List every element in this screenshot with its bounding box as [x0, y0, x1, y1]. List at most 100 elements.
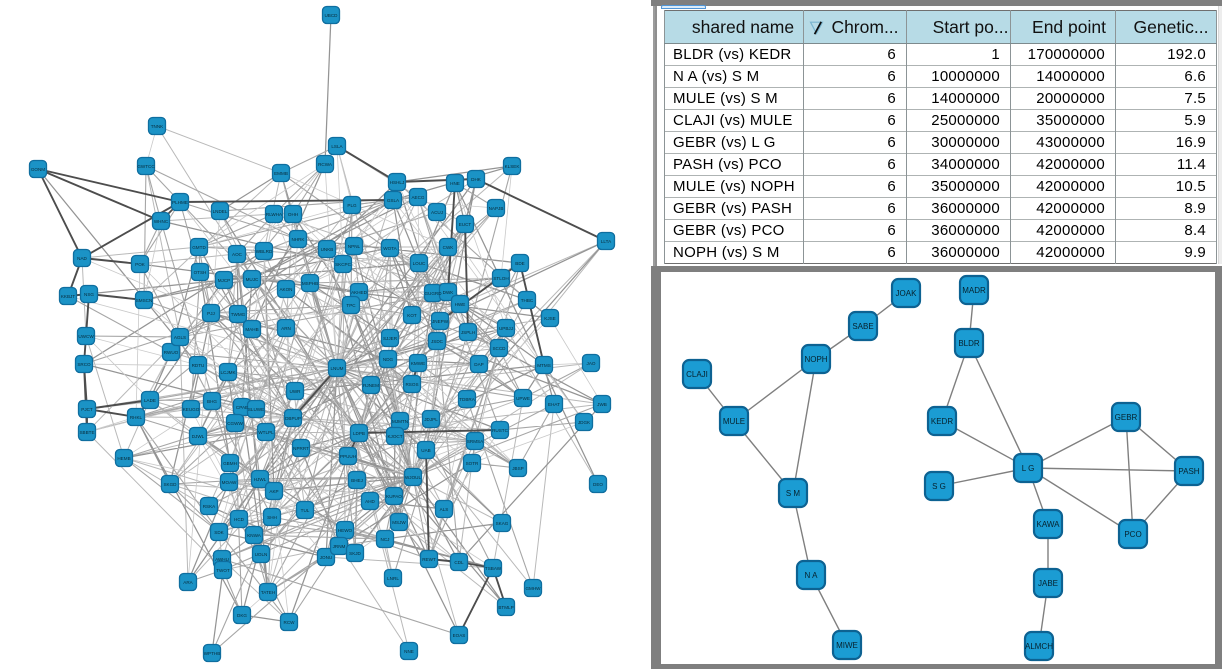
svg-text:HNE: HNE: [450, 181, 460, 186]
svg-text:BLDR: BLDR: [958, 339, 980, 348]
svg-text:TNNK: TNNK: [151, 124, 164, 129]
svg-text:HEMB: HEMB: [117, 456, 130, 461]
svg-text:MULE: MULE: [723, 417, 745, 426]
svg-text:JDJPL: JDJPL: [424, 417, 438, 422]
svg-text:SBBTE: SBBTE: [79, 430, 94, 435]
svg-text:JOAK: JOAK: [896, 289, 918, 298]
svg-text:NOPH: NOPH: [804, 355, 827, 364]
svg-text:THBC: THBC: [521, 298, 534, 303]
svg-text:JAO: JAO: [587, 361, 596, 366]
svg-text:SRMSA: SRMSA: [467, 439, 484, 444]
svg-text:NCJ: NCJ: [381, 537, 390, 542]
svg-text:UPBJJ: UPBJJ: [499, 326, 513, 331]
svg-text:RLWHA: RLWHA: [266, 212, 283, 217]
svg-text:NDG: NDG: [383, 357, 394, 362]
svg-text:TATEH: TATEH: [261, 590, 275, 595]
svg-text:JSDC: JSDC: [431, 339, 444, 344]
svg-text:UNKB: UNKB: [321, 247, 334, 252]
svg-text:N A: N A: [805, 571, 819, 580]
svg-text:EMMB: EMMB: [274, 171, 288, 176]
svg-text:UWR: UWR: [290, 389, 302, 394]
svg-text:MIWE: MIWE: [836, 641, 858, 650]
svg-text:GMTD: GMTD: [192, 245, 206, 250]
svg-text:EUCT: EUCT: [459, 222, 472, 227]
svg-text:HCD: HCD: [234, 517, 245, 522]
svg-text:AWHU: AWHU: [215, 557, 229, 562]
svg-text:LADE: LADE: [144, 398, 156, 403]
svg-text:RHKL: RHKL: [130, 415, 143, 420]
svg-text:NPNL: NPNL: [348, 244, 361, 249]
svg-text:MADR: MADR: [962, 286, 986, 295]
svg-text:LNDEL: LNDEL: [213, 209, 228, 214]
svg-text:KUPAO: KUPAO: [386, 494, 402, 499]
svg-text:BHG: BHG: [207, 399, 217, 404]
svg-text:OTSH: OTSH: [194, 270, 207, 275]
svg-text:RCW: RCW: [284, 620, 296, 625]
svg-text:LCJMK: LCJMK: [220, 370, 236, 375]
svg-text:JWB: JWB: [597, 402, 607, 407]
svg-text:RSKA: RSKA: [203, 504, 216, 509]
svg-text:DHK: DHK: [471, 177, 482, 182]
svg-text:CDL: CDL: [454, 560, 464, 565]
svg-text:WBLRD: WBLRD: [256, 249, 273, 254]
svg-text:S M: S M: [786, 489, 801, 498]
svg-text:WOTA: WOTA: [383, 246, 397, 251]
svg-text:GUGRD: GUGRD: [424, 291, 442, 296]
svg-text:PASH: PASH: [1178, 467, 1199, 476]
svg-text:DBPUP: DBPUP: [285, 416, 301, 421]
svg-text:SCCD: SCCD: [492, 346, 506, 351]
svg-text:EOAS: EOAS: [453, 633, 466, 638]
svg-text:KEDR: KEDR: [931, 417, 953, 426]
svg-text:LSLA: LSLA: [331, 144, 343, 149]
svg-text:MSJW: MSJW: [392, 520, 406, 525]
svg-text:DEO: DEO: [593, 482, 603, 487]
svg-text:HSHLJ: HSHLJ: [390, 180, 405, 185]
svg-text:MJCP: MJCP: [218, 278, 231, 283]
svg-text:MTMS: MTMS: [537, 363, 551, 368]
svg-text:KEUGO: KEUGO: [183, 407, 200, 412]
svg-text:MOAW: MOAW: [222, 480, 237, 485]
svg-text:AOC: AOC: [232, 252, 243, 257]
svg-text:PLHME: PLHME: [172, 200, 188, 205]
svg-text:AGLS: AGLS: [174, 335, 186, 340]
svg-text:KJOCT: KJOCT: [387, 434, 402, 439]
svg-text:WTLPL: WTLPL: [258, 430, 274, 435]
svg-text:SJJER: SJJER: [383, 336, 398, 341]
svg-text:JBSP: JBSP: [512, 466, 524, 471]
svg-text:NNE: NNE: [404, 649, 414, 654]
svg-text:ALMCH: ALMCH: [1025, 642, 1053, 651]
svg-text:UWCW: UWCW: [78, 334, 94, 339]
svg-text:ACUJ: ACUJ: [431, 210, 443, 215]
svg-text:S G: S G: [932, 482, 946, 491]
svg-text:UBCD: UBCD: [324, 13, 338, 18]
svg-text:SLUWE: SLUWE: [248, 407, 264, 412]
svg-text:GMHW: GMHW: [525, 586, 541, 591]
svg-text:LDPB: LDPB: [353, 431, 365, 436]
svg-text:UPWE: UPWE: [516, 396, 530, 401]
svg-text:REWT: REWT: [422, 557, 436, 562]
svg-text:TWOT: TWOT: [216, 568, 230, 573]
svg-text:AHD: AHD: [365, 499, 375, 504]
svg-text:LLTA: LLTA: [601, 239, 612, 244]
svg-text:TUL: TUL: [301, 508, 310, 513]
svg-text:GSLA: GSLA: [387, 198, 400, 203]
svg-text:JSPLH: JSPLH: [461, 330, 475, 335]
svg-text:NAD: NAD: [77, 256, 87, 261]
svg-text:CPAE: CPAE: [236, 405, 248, 410]
svg-text:STLOH: STLOH: [493, 276, 508, 281]
svg-text:KAWA: KAWA: [1037, 520, 1061, 529]
svg-text:WPTHB: WPTHB: [204, 651, 221, 656]
svg-text:BHEJ: BHEJ: [351, 478, 363, 483]
svg-text:AKP: AKP: [269, 489, 278, 494]
svg-text:ARA: ARA: [183, 580, 193, 585]
svg-text:AKHED: AKHED: [351, 290, 368, 295]
svg-text:CWK: CWK: [443, 245, 455, 250]
svg-text:UAB: UAB: [421, 448, 430, 453]
svg-text:NHRK: NHRK: [291, 237, 305, 242]
svg-text:KMWE: KMWE: [411, 361, 425, 366]
svg-text:BTMLP: BTMLP: [498, 605, 513, 610]
svg-text:JONU: JONU: [320, 555, 333, 560]
svg-text:CGWW: CGWW: [227, 421, 243, 426]
svg-text:KOT: KOT: [407, 313, 417, 318]
svg-text:KLSEK: KLSEK: [505, 164, 521, 169]
